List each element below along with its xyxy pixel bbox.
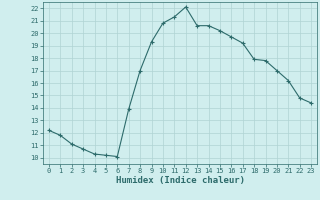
X-axis label: Humidex (Indice chaleur): Humidex (Indice chaleur) [116, 176, 244, 185]
